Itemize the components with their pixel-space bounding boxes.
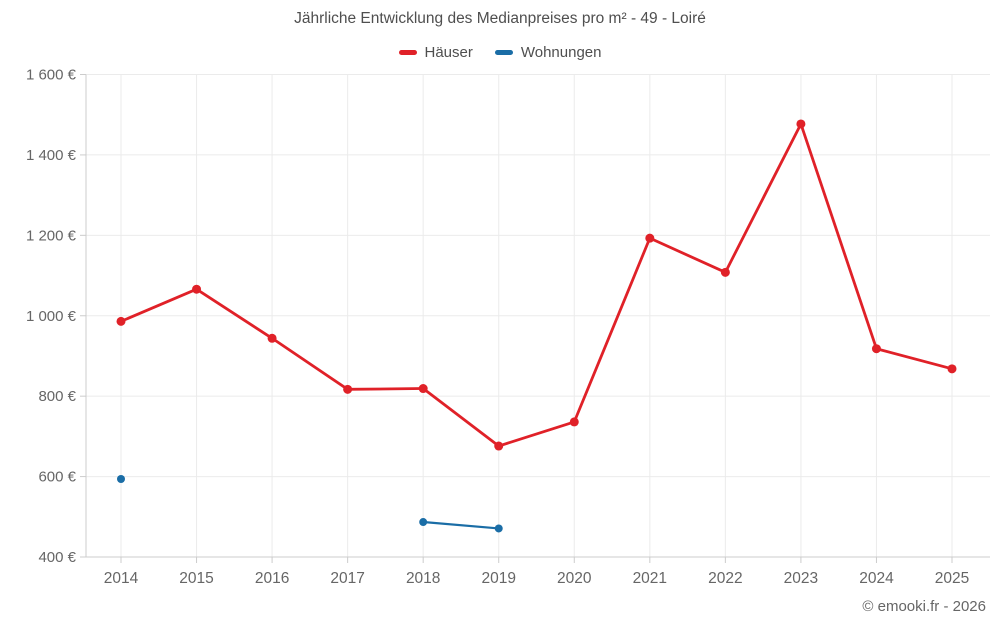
legend-item-wohnungen[interactable]: Wohnungen [494,44,602,61]
y-tick-label: 1 400 € [26,147,77,164]
data-point-häuser-2016[interactable] [267,333,277,343]
y-tick-label: 1 600 € [26,67,77,84]
series-segment-häuser [270,336,350,391]
series-segment-häuser [421,387,501,448]
x-tick-label: 2019 [481,570,515,587]
x-tick-label: 2014 [104,570,139,587]
y-tick-label: 800 € [38,388,76,405]
series-segment-häuser [799,122,878,351]
legend-label-haeuser: Häuser [424,44,473,61]
x-tick-label: 2017 [330,570,364,587]
data-point-wohnungen-2019[interactable] [494,524,503,533]
series-segment-häuser [875,347,954,371]
x-tick-label: 2021 [633,570,667,587]
x-tick-label: 2023 [784,570,818,587]
x-tick-label: 2022 [708,570,742,587]
legend-swatch-wohnungen [494,50,513,55]
data-point-häuser-2024[interactable] [871,344,881,354]
series-segment-häuser [195,287,274,340]
x-tick-label: 2015 [179,570,213,587]
series-segment-häuser [648,236,727,274]
y-tick-label: 1 200 € [26,227,77,244]
data-point-wohnungen-2014[interactable] [117,474,125,483]
data-point-wohnungen-2018[interactable] [419,518,428,527]
series-segment-wohnungen [422,520,500,530]
series-segment-häuser [723,122,803,274]
legend-item-haeuser[interactable]: Häuser [398,44,473,61]
data-point-häuser-2020[interactable] [569,417,579,427]
legend-swatch-haeuser [398,50,417,55]
x-tick-label: 2018 [406,570,440,587]
copyright: © emooki.fr - 2026 [862,598,986,615]
data-point-häuser-2022[interactable] [720,267,730,277]
series-segment-häuser [119,287,198,323]
x-tick-label: 2016 [255,570,289,587]
y-tick-label: 400 € [38,549,76,566]
data-point-häuser-2023[interactable] [796,119,806,129]
y-tick-label: 600 € [38,469,76,486]
x-tick-label: 2024 [859,570,894,587]
legend-label-wohnungen: Wohnungen [520,44,602,61]
series-segment-häuser [346,387,425,391]
data-point-häuser-2025[interactable] [947,364,957,374]
legend: Häuser Wohnungen [0,44,1000,61]
x-tick-label: 2025 [935,570,969,587]
y-tick-label: 1 000 € [26,308,77,325]
chart-title: Jährliche Entwicklung des Medianpreises … [294,10,706,27]
series-segment-häuser [572,236,652,424]
data-point-häuser-2021[interactable] [645,233,655,243]
data-point-häuser-2015[interactable] [192,284,202,294]
data-point-häuser-2018[interactable] [418,384,428,394]
data-point-häuser-2017[interactable] [343,384,353,394]
series-segment-häuser [497,420,576,448]
x-tick-label: 2020 [557,570,592,587]
data-point-häuser-2019[interactable] [494,441,504,451]
data-point-häuser-2014[interactable] [116,316,126,326]
